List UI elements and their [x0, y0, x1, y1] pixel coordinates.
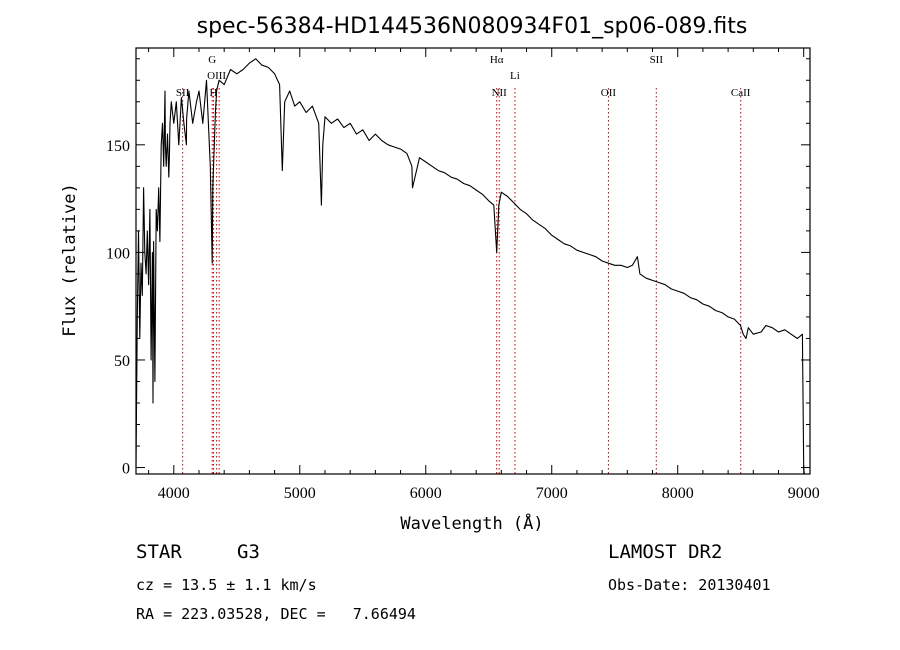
- x-tick-label: 8000: [662, 485, 694, 502]
- y-tick-label: 0: [122, 461, 130, 478]
- line-label: Li: [510, 70, 520, 82]
- y-axis-label: Flux (relative): [60, 183, 80, 337]
- line-label: OIII: [207, 70, 226, 82]
- cz-label: cz = 13.5 ± 1.1 km/s: [136, 576, 317, 594]
- line-label: Hα: [490, 54, 504, 66]
- line-label: H: [210, 87, 218, 99]
- line-label: OII: [601, 87, 617, 99]
- coords-label: RA = 223.03528, DEC = 7.66494: [136, 605, 416, 623]
- line-label: G: [208, 54, 216, 66]
- release-label: LAMOST DR2: [608, 541, 723, 563]
- line-label: CaII: [731, 87, 751, 99]
- x-axis-label: Wavelength (Å): [400, 512, 543, 534]
- line-label: SII: [650, 54, 664, 66]
- axis-ticks: 4000 5000 6000 7000 8000 9000 0 50 100 150: [106, 48, 820, 502]
- x-tick-label: 9000: [788, 485, 820, 502]
- line-label: NII: [492, 87, 508, 99]
- x-tick-label: 6000: [410, 485, 442, 502]
- y-tick-label: 50: [114, 353, 130, 370]
- line-markers: [182, 88, 742, 474]
- x-tick-label: 4000: [158, 485, 190, 502]
- y-tick-label: 100: [106, 245, 130, 262]
- obs-date-label: Obs-Date: 20130401: [608, 576, 771, 594]
- chart-title: spec-56384-HD144536N080934F01_sp06-089.f…: [197, 14, 748, 39]
- plot-frame: [135, 47, 811, 475]
- subclass-label: G3: [237, 541, 260, 563]
- y-tick-label: 150: [106, 138, 130, 155]
- x-tick-label: 7000: [536, 485, 568, 502]
- line-label: SII: [176, 87, 190, 99]
- spectrum-line: [135, 58, 805, 475]
- class-label: STAR: [136, 541, 182, 563]
- series-layer: [135, 58, 805, 475]
- x-tick-label: 5000: [284, 485, 316, 502]
